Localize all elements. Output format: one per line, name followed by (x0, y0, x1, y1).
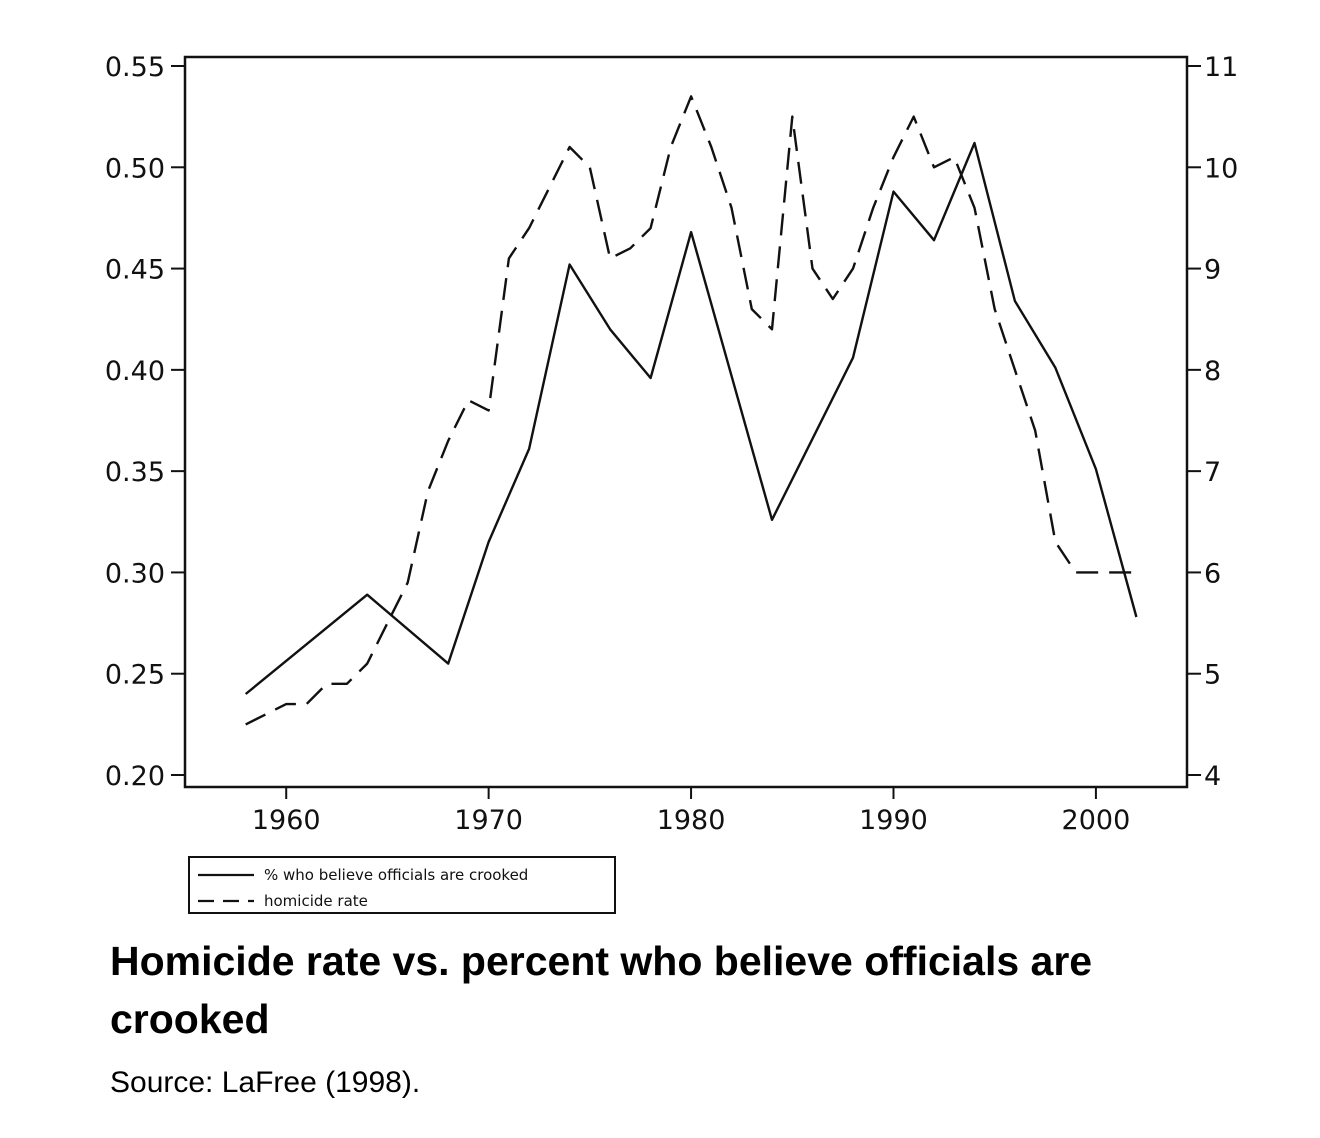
left-tick-label: 0.50 (105, 153, 165, 184)
legend-item-crooked: % who believe officials are crooked (196, 864, 528, 886)
left-tick-label: 0.30 (105, 558, 165, 589)
x-tick-label: 1960 (252, 805, 321, 836)
right-tick-label: 8 (1204, 356, 1221, 387)
legend: % who believe officials are crooked homi… (188, 856, 616, 914)
left-axis: 0.20 0.25 0.30 0.35 0.40 0.45 0.50 0.55 (105, 52, 185, 792)
right-axis: 4 5 6 7 8 9 10 11 (1187, 52, 1238, 792)
left-tick-label: 0.55 (105, 52, 165, 83)
legend-swatch-dashed (198, 899, 254, 903)
x-tick-label: 1970 (454, 805, 523, 836)
left-tick-label: 0.35 (105, 457, 165, 488)
left-tick-label: 0.45 (105, 255, 165, 286)
right-tick-label: 11 (1204, 52, 1238, 83)
series-line-officials-crooked (244, 141, 1138, 695)
right-tick-label: 4 (1204, 761, 1221, 792)
right-tick-label: 6 (1204, 558, 1221, 589)
caption-source: Source: LaFree (1998). (110, 1066, 421, 1099)
right-tick-label: 9 (1204, 255, 1221, 286)
legend-item-homicide: homicide rate (196, 890, 368, 912)
series-line-homicide-rate (245, 95, 1137, 726)
series-layer (244, 95, 1138, 726)
left-tick-label: 0.25 (105, 660, 165, 691)
right-tick-label: 10 (1204, 153, 1238, 184)
left-tick-label: 0.40 (105, 356, 165, 387)
x-axis: 1960 1970 1980 1990 2000 (252, 787, 1130, 836)
x-tick-label: 1990 (859, 805, 928, 836)
right-tick-label: 7 (1204, 457, 1221, 488)
left-tick-label: 0.20 (105, 761, 165, 792)
legend-label-crooked: % who believe officials are crooked (264, 866, 529, 884)
caption-title: Homicide rate vs. percent who believe of… (110, 938, 1093, 1042)
chart: 0.20 0.25 0.30 0.35 0.40 0.45 0.50 0.55 4 5 6 7 8 9 1… (105, 52, 1238, 836)
x-tick-label: 1980 (657, 805, 726, 836)
x-tick-label: 2000 (1062, 805, 1131, 836)
legend-label-homicide: homicide rate (264, 892, 368, 910)
legend-swatch-solid (198, 873, 254, 877)
plot-frame (183, 55, 1189, 789)
right-tick-label: 5 (1204, 660, 1221, 691)
